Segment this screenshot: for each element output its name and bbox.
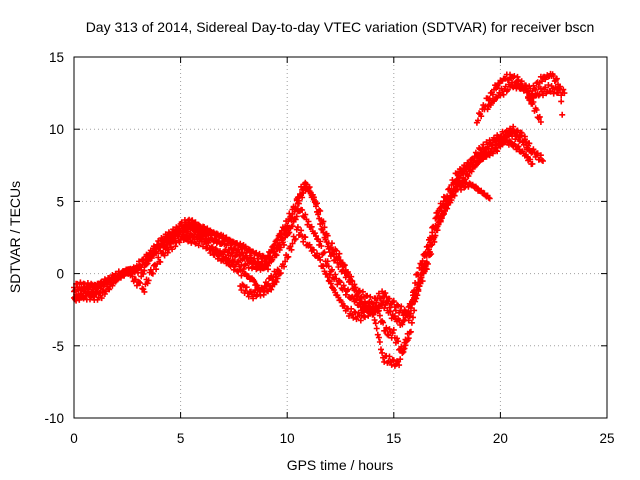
y-tick-label: -10 xyxy=(44,411,64,426)
chart-title: Day 313 of 2014, Sidereal Day-to-day VTE… xyxy=(86,19,595,35)
plot-frame xyxy=(73,56,608,419)
series-track-7 xyxy=(484,70,566,118)
series-track-8 xyxy=(525,82,568,104)
plot-area xyxy=(71,70,568,369)
axis-ticks: 0 5 10 15 20 25 -10 -5 0 5 10 15 xyxy=(44,50,614,446)
y-axis-label: SDTVAR / TECUs xyxy=(7,181,23,293)
data-point-markers xyxy=(525,82,568,104)
y-tick-label: 10 xyxy=(49,122,64,137)
data-point-markers xyxy=(237,266,282,302)
grid-lines xyxy=(74,57,607,418)
x-tick-label: 25 xyxy=(599,431,614,446)
y-tick-label: 5 xyxy=(56,194,64,209)
x-tick-label: 15 xyxy=(386,431,401,446)
x-axis-label: GPS time / hours xyxy=(287,457,394,473)
y-tick-label: 15 xyxy=(49,50,64,65)
x-tick-label: 20 xyxy=(493,431,508,446)
series-track-5 xyxy=(237,266,282,302)
x-tick-label: 10 xyxy=(280,431,295,446)
y-tick-label: -5 xyxy=(52,339,64,354)
y-tick-label: 0 xyxy=(56,267,64,282)
x-tick-label: 5 xyxy=(177,431,185,446)
x-tick-label: 0 xyxy=(70,431,78,446)
data-point-markers xyxy=(484,70,566,118)
